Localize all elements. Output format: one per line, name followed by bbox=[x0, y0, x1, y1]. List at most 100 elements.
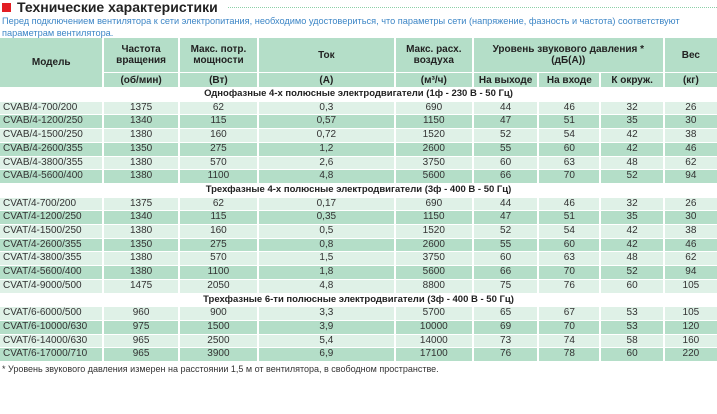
cell-power: 1500 bbox=[179, 320, 258, 334]
cell-airflow: 10000 bbox=[395, 320, 472, 334]
cell-sound-env: 58 bbox=[601, 334, 663, 348]
cell-sound-env: 48 bbox=[601, 156, 663, 170]
cell-rpm: 965 bbox=[104, 334, 178, 348]
cell-power: 115 bbox=[179, 115, 258, 129]
cell-airflow: 1520 bbox=[395, 129, 472, 142]
cell-airflow: 1150 bbox=[395, 211, 472, 225]
cell-sound-in: 63 bbox=[539, 252, 600, 266]
cell-weight: 120 bbox=[664, 320, 717, 334]
cell-model: CVAT/4-700/200 bbox=[0, 197, 103, 211]
cell-sound-env: 42 bbox=[601, 129, 663, 142]
cell-weight: 30 bbox=[664, 115, 717, 129]
cell-sound-in: 54 bbox=[539, 225, 600, 238]
cell-airflow: 5700 bbox=[395, 307, 472, 320]
cell-airflow: 1150 bbox=[395, 115, 472, 129]
cell-power: 160 bbox=[179, 225, 258, 238]
cell-power: 275 bbox=[179, 238, 258, 252]
cell-weight: 105 bbox=[664, 279, 717, 293]
cell-rpm: 1340 bbox=[104, 211, 178, 225]
header-current-unit: (А) bbox=[259, 73, 394, 87]
title-divider bbox=[227, 6, 717, 8]
cell-weight: 62 bbox=[664, 156, 717, 170]
cell-current: 0,57 bbox=[259, 115, 394, 129]
cell-rpm: 1380 bbox=[104, 225, 178, 238]
cell-sound-env: 35 bbox=[601, 115, 663, 129]
cell-model: CVAB/4-3800/355 bbox=[0, 156, 103, 170]
cell-sound-in: 60 bbox=[539, 238, 600, 252]
cell-weight: 94 bbox=[664, 266, 717, 279]
table-row: CVAT/4-2600/355 1350 275 0,8 2600 55 60 42 46 bbox=[0, 238, 717, 252]
cell-weight: 94 bbox=[664, 170, 717, 183]
cell-rpm: 1340 bbox=[104, 115, 178, 129]
cell-sound-out: 76 bbox=[473, 348, 538, 362]
cell-model: CVAT/4-3800/355 bbox=[0, 252, 103, 266]
header-power-unit: (Вт) bbox=[179, 73, 258, 87]
cell-sound-env: 32 bbox=[601, 101, 663, 115]
cell-sound-out: 44 bbox=[473, 101, 538, 115]
cell-rpm: 1380 bbox=[104, 252, 178, 266]
header-current: Ток bbox=[259, 38, 394, 72]
cell-rpm: 1350 bbox=[104, 142, 178, 156]
specs-table: Модель Частота вращения Макс. потр. мощн… bbox=[0, 37, 717, 362]
cell-current: 3,3 bbox=[259, 307, 394, 320]
cell-sound-in: 74 bbox=[539, 334, 600, 348]
table-row: CVAT/6-14000/630 965 2500 5,4 14000 73 74 58 160 bbox=[0, 334, 717, 348]
cell-weight: 26 bbox=[664, 197, 717, 211]
cell-model: CVAB/4-5600/400 bbox=[0, 170, 103, 183]
header-sound: Уровень звукового давления * (дБ(А)) bbox=[473, 38, 663, 72]
cell-current: 0,5 bbox=[259, 225, 394, 238]
cell-power: 3900 bbox=[179, 348, 258, 362]
table-row: CVAB/4-1200/250 1340 115 0,57 1150 47 51 35 30 bbox=[0, 115, 717, 129]
cell-sound-env: 60 bbox=[601, 348, 663, 362]
cell-sound-in: 46 bbox=[539, 197, 600, 211]
cell-sound-out: 52 bbox=[473, 129, 538, 142]
cell-current: 0,3 bbox=[259, 101, 394, 115]
cell-airflow: 8800 bbox=[395, 279, 472, 293]
header-sound-out: На выходе bbox=[473, 73, 538, 87]
cell-sound-in: 67 bbox=[539, 307, 600, 320]
cell-current: 0,8 bbox=[259, 238, 394, 252]
cell-current: 4,8 bbox=[259, 279, 394, 293]
cell-power: 570 bbox=[179, 252, 258, 266]
cell-model: CVAB/4-1200/250 bbox=[0, 115, 103, 129]
cell-sound-out: 55 bbox=[473, 238, 538, 252]
cell-weight: 38 bbox=[664, 129, 717, 142]
cell-sound-env: 35 bbox=[601, 211, 663, 225]
table-row: CVAB/4-5600/400 1380 1100 4,8 5600 66 70 52 94 bbox=[0, 170, 717, 183]
table-row: CVAT/4-1200/250 1340 115 0,35 1150 47 51 35 30 bbox=[0, 211, 717, 225]
cell-airflow: 5600 bbox=[395, 170, 472, 183]
header-airflow-unit: (м³/ч) bbox=[395, 73, 472, 87]
cell-sound-out: 60 bbox=[473, 156, 538, 170]
cell-rpm: 1350 bbox=[104, 238, 178, 252]
cell-power: 2050 bbox=[179, 279, 258, 293]
section-header-row: Трехфазные 6-ти полюсные электродвигател… bbox=[0, 293, 717, 307]
cell-sound-env: 42 bbox=[601, 142, 663, 156]
cell-current: 0,17 bbox=[259, 197, 394, 211]
cell-power: 160 bbox=[179, 129, 258, 142]
cell-weight: 46 bbox=[664, 238, 717, 252]
cell-sound-in: 70 bbox=[539, 170, 600, 183]
cell-airflow: 3750 bbox=[395, 252, 472, 266]
cell-sound-env: 42 bbox=[601, 238, 663, 252]
cell-model: CVAT/4-5600/400 bbox=[0, 266, 103, 279]
cell-current: 6,9 bbox=[259, 348, 394, 362]
cell-sound-out: 52 bbox=[473, 225, 538, 238]
cell-airflow: 690 bbox=[395, 101, 472, 115]
header-sound-label: Уровень звукового давления * bbox=[492, 44, 645, 55]
cell-airflow: 1520 bbox=[395, 225, 472, 238]
cell-rpm: 960 bbox=[104, 307, 178, 320]
cell-sound-out: 44 bbox=[473, 197, 538, 211]
cell-sound-in: 60 bbox=[539, 142, 600, 156]
cell-model: CVAT/6-10000/630 bbox=[0, 320, 103, 334]
cell-sound-out: 60 bbox=[473, 252, 538, 266]
cell-sound-env: 42 bbox=[601, 225, 663, 238]
cell-current: 0,72 bbox=[259, 129, 394, 142]
cell-model: CVAT/4-1200/250 bbox=[0, 211, 103, 225]
table-row: CVAT/6-10000/630 975 1500 3,9 10000 69 70 53 120 bbox=[0, 320, 717, 334]
header-model: Модель bbox=[0, 38, 103, 87]
cell-model: CVAB/4-700/200 bbox=[0, 101, 103, 115]
cell-sound-in: 54 bbox=[539, 129, 600, 142]
header-rpm: Частота вращения bbox=[104, 38, 178, 72]
cell-airflow: 690 bbox=[395, 197, 472, 211]
cell-sound-out: 47 bbox=[473, 115, 538, 129]
